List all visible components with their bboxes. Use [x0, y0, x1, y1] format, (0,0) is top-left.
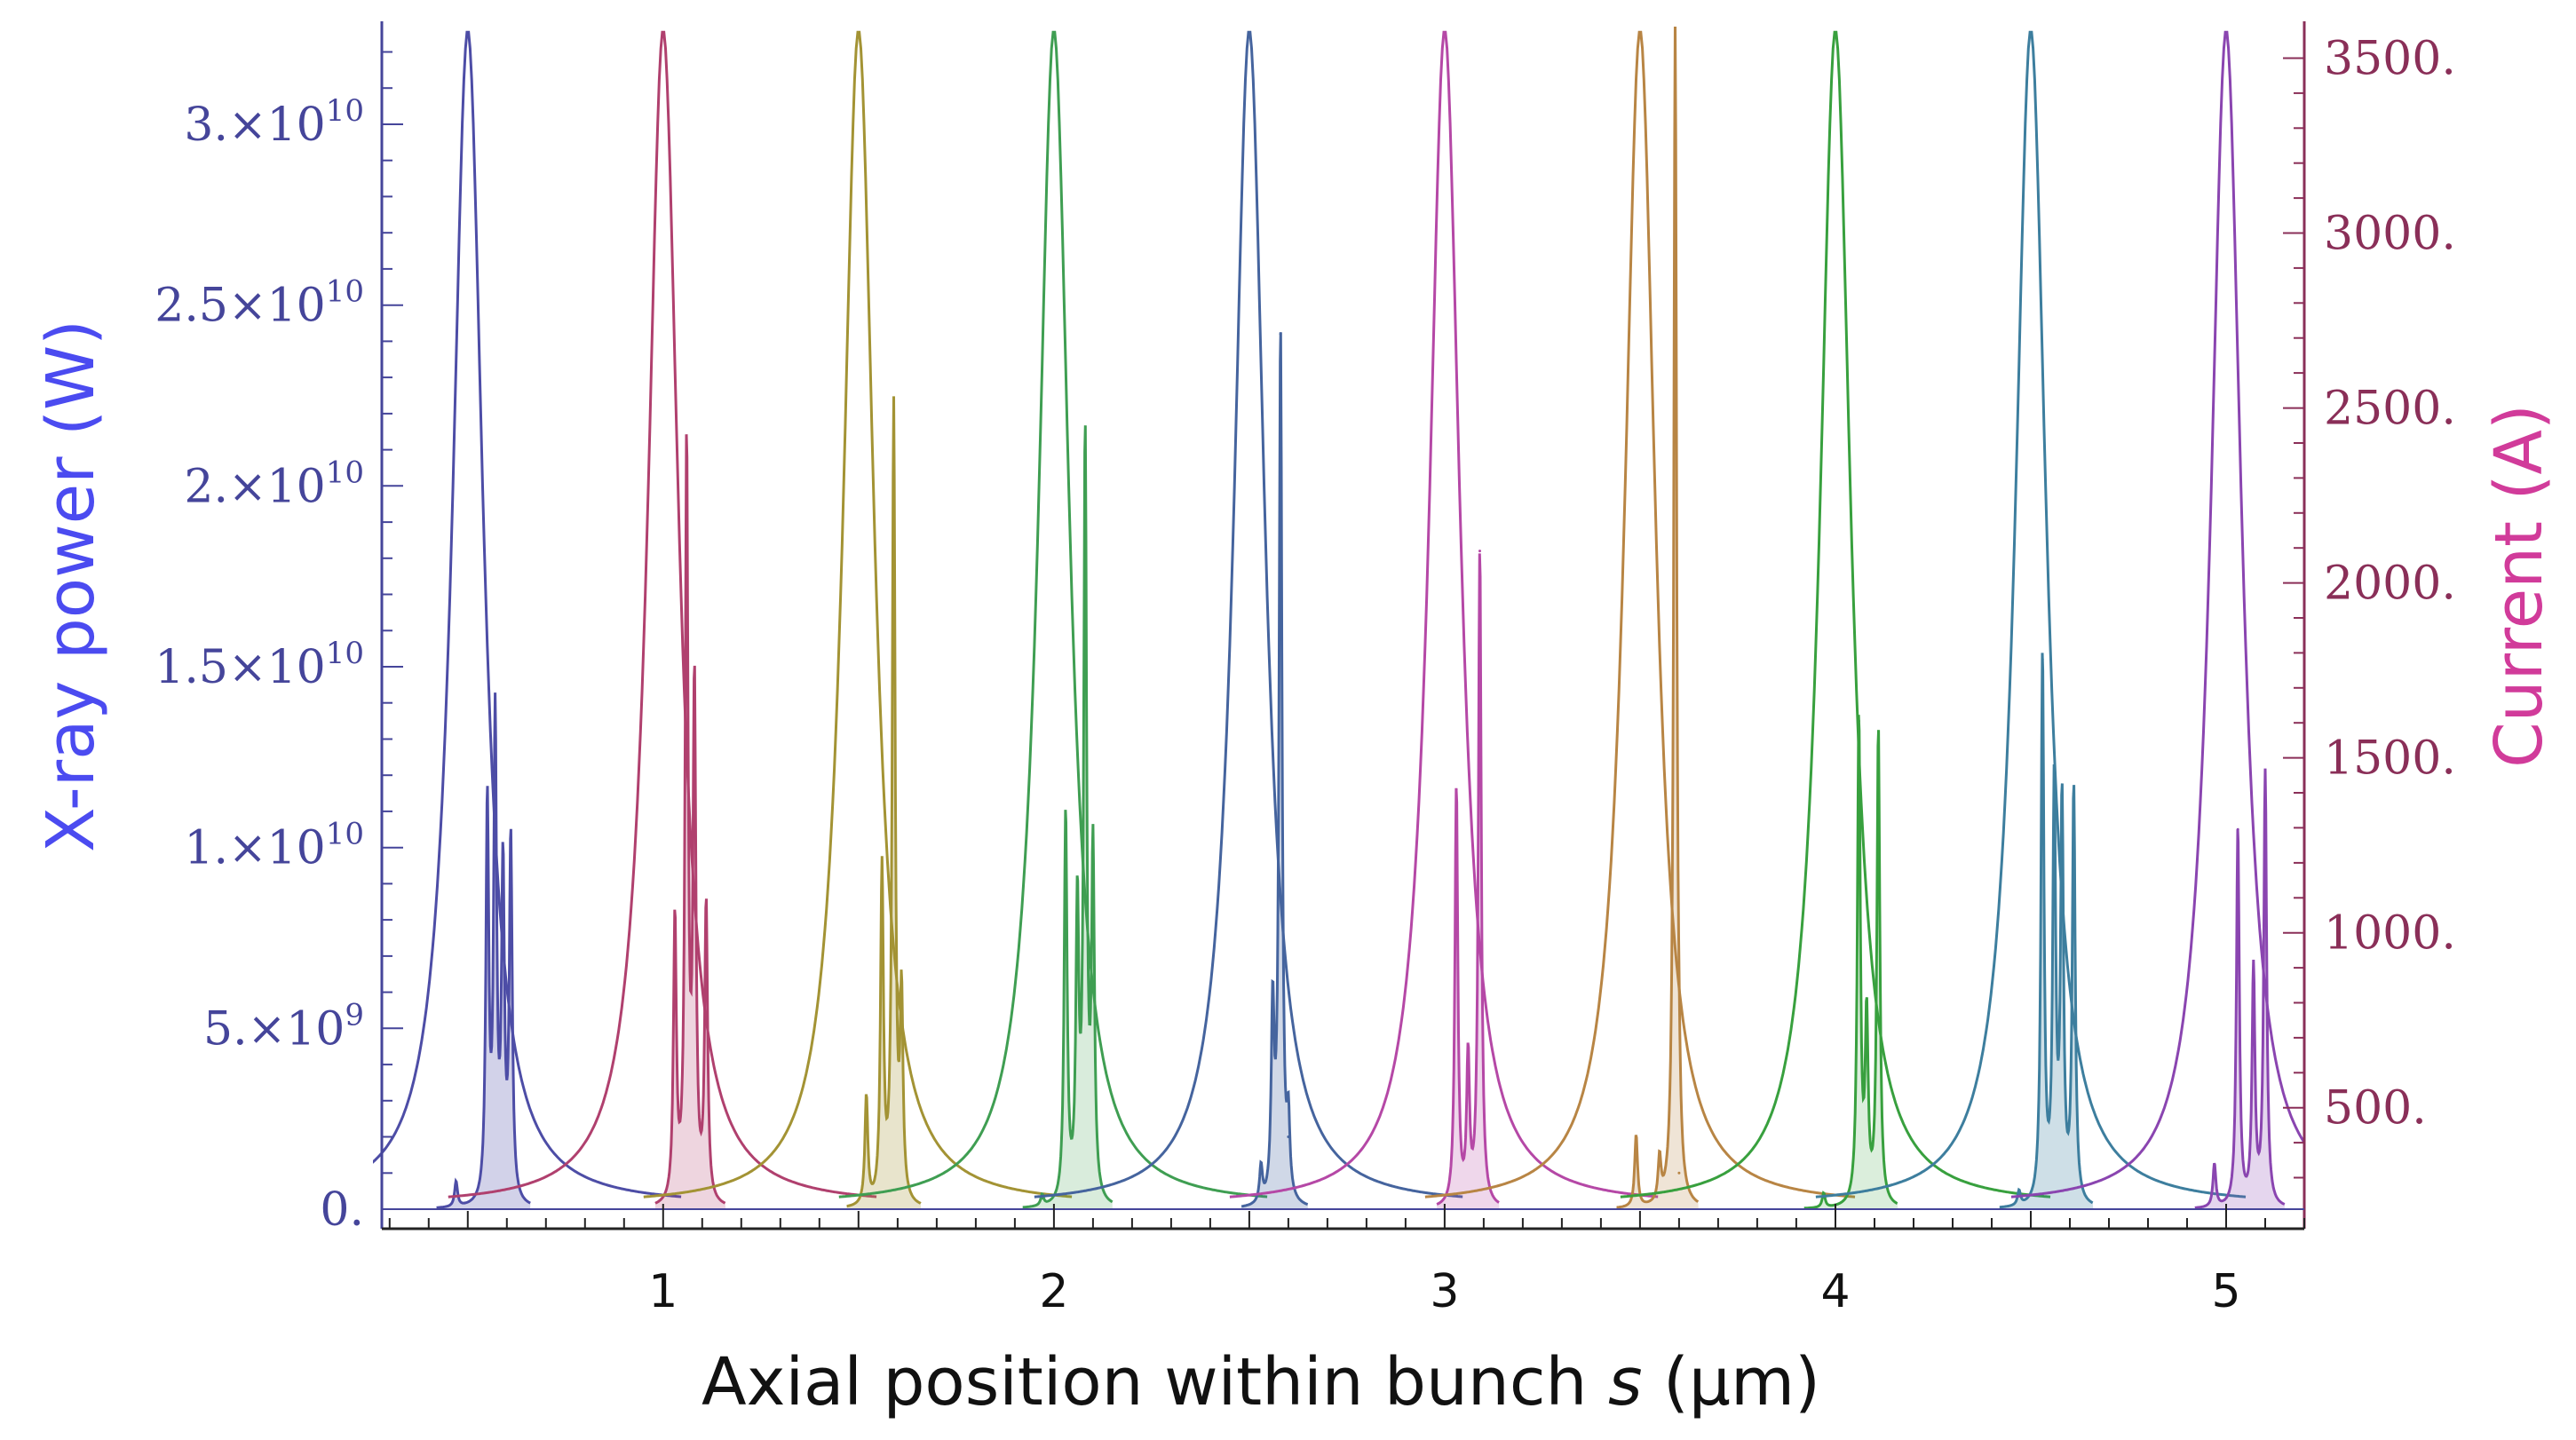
current-line-10 [2010, 30, 2304, 1199]
current-line-1 [373, 30, 682, 1199]
y-right-tick-label-1000: 1000. [2324, 907, 2456, 961]
y-right-tick-label-2000: 2000. [2324, 558, 2456, 611]
power-line-8 [1803, 715, 1898, 1209]
x-tick-label-4: 4 [1820, 1265, 1850, 1318]
y-left-tick-exponent-2: 10 [326, 817, 364, 852]
labels-layer: Axial position within bunch s (μm) X-ray… [33, 320, 2557, 1420]
current-line-4 [838, 30, 1268, 1199]
series-4 [838, 30, 1268, 1209]
series-6 [1229, 30, 1659, 1209]
y-right-tick-label-2500: 2500. [2324, 383, 2456, 436]
y-right-tick-label-1500: 1500. [2324, 732, 2456, 786]
x-axis-title: Axial position within bunch s (μm) [701, 1344, 1820, 1420]
series-3 [643, 30, 1073, 1209]
current-line-8 [1620, 30, 2051, 1199]
y-axis-left-title: X-ray power (W) [33, 320, 109, 852]
power-fill-6 [1437, 553, 1500, 1209]
x-axis-title-variable: s [1608, 1344, 1643, 1420]
power-line-2 [654, 434, 726, 1205]
x-tick-label-3: 3 [1430, 1265, 1459, 1318]
y-right-tick-label-3000: 3000. [2324, 208, 2456, 261]
y-left-tick-label-2: 1.×1010 [184, 817, 364, 875]
y-left-tick-mantissa-6: 3.×10 [184, 99, 325, 152]
y-left-tick-label-6: 3.×1010 [184, 93, 364, 152]
y-left-tick-label-4: 2.×1010 [184, 455, 364, 513]
series-10 [2010, 30, 2304, 1209]
y-left-tick-mantissa-0: 0. [320, 1183, 364, 1237]
y-left-tick-mantissa-3: 1.5×10 [155, 641, 325, 694]
power-line-1 [436, 692, 531, 1209]
power-fill-9 [1999, 653, 2094, 1209]
axes-layer: 1 2 3 4 50.5.×1091.×10101.5×10102.×10102.5×1… [155, 21, 2456, 1318]
x-tick-label-5: 5 [2211, 1265, 2240, 1318]
y-left-tick-mantissa-2: 1.×10 [184, 822, 325, 875]
power-line-4 [1022, 425, 1114, 1209]
x-axis-title-suffix: (μm) [1643, 1344, 1820, 1420]
y-left-tick-mantissa-1: 5.×10 [203, 1002, 345, 1056]
y-left-tick-label-1: 5.×109 [203, 997, 364, 1056]
power-line-5 [1240, 332, 1309, 1208]
series-2 [448, 30, 877, 1209]
power-line-6 [1436, 553, 1500, 1206]
current-line-2 [448, 30, 877, 1199]
y-left-tick-mantissa-5: 2.5×10 [155, 280, 325, 333]
y-left-tick-exponent-6: 10 [326, 93, 364, 129]
y-left-tick-label-3: 1.5×1010 [155, 636, 364, 694]
y-left-tick-exponent-1: 9 [345, 997, 364, 1033]
x-tick-label-2: 2 [1039, 1265, 1068, 1318]
y-left-tick-exponent-4: 10 [326, 455, 364, 490]
x-axis-title-prefix: Axial position within bunch [701, 1344, 1608, 1420]
power-line-3 [846, 396, 922, 1208]
y-left-tick-exponent-3: 10 [326, 636, 364, 671]
series-8 [1620, 30, 2051, 1209]
power-line-7 [1616, 27, 1700, 1209]
series-layer [373, 27, 2304, 1209]
current-line-5 [1034, 30, 1463, 1199]
y-left-tick-exponent-5: 10 [326, 274, 364, 310]
power-line-10 [2194, 768, 2286, 1209]
series-5 [1034, 30, 1463, 1209]
power-fill-2 [655, 434, 726, 1209]
current-line-3 [643, 30, 1073, 1199]
current-line-7 [1424, 30, 1856, 1199]
y-left-tick-mantissa-4: 2.×10 [184, 460, 325, 513]
series-9 [1815, 30, 2247, 1209]
power-line-9 [1999, 653, 2094, 1209]
y-left-tick-label-0: 0. [320, 1183, 364, 1237]
y-right-tick-label-500: 500. [2324, 1082, 2427, 1135]
series-1 [373, 30, 682, 1209]
y-right-tick-label-3500: 3500. [2324, 33, 2456, 86]
series-7 [1424, 27, 1856, 1209]
current-line-6 [1229, 30, 1659, 1199]
y-axis-right-title: Current (A) [2481, 404, 2557, 768]
x-tick-label-1: 1 [648, 1265, 678, 1318]
current-line-9 [1815, 30, 2247, 1199]
y-left-tick-label-5: 2.5×1010 [155, 274, 364, 333]
